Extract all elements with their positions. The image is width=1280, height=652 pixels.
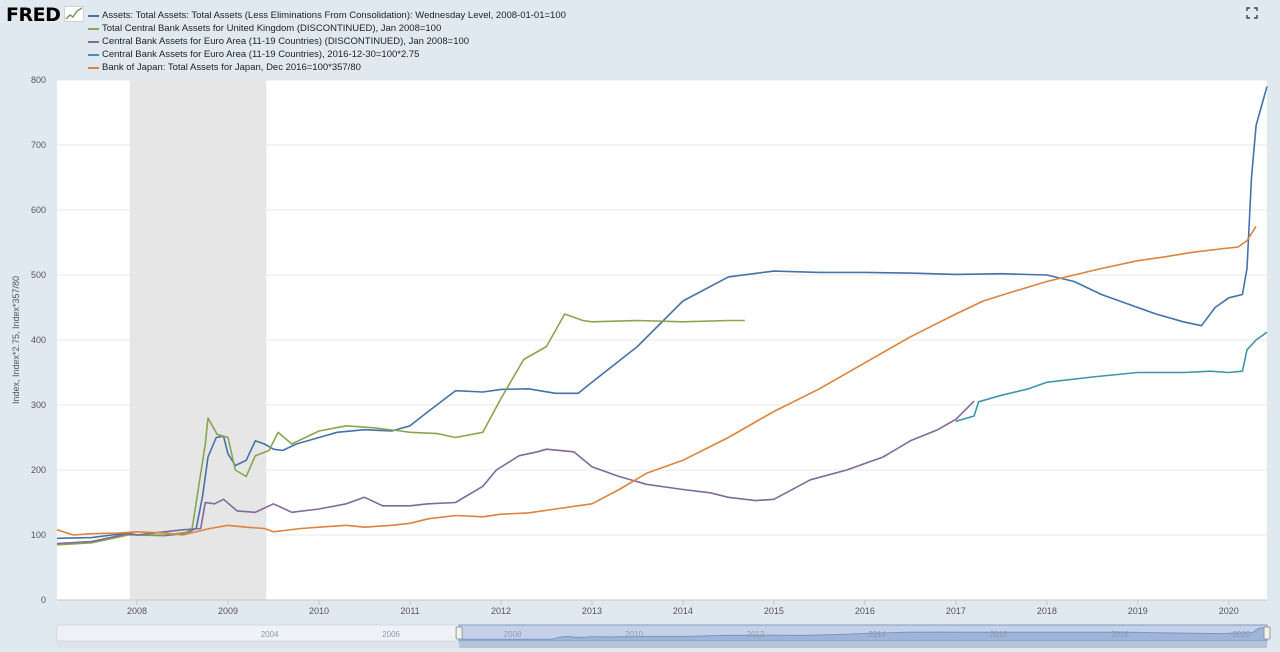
- x-tick-label: 2013: [582, 606, 602, 616]
- y-tick-label: 0: [41, 595, 46, 605]
- series-line: [56, 400, 975, 545]
- x-tick-label: 2017: [946, 606, 966, 616]
- legend-label: Assets: Total Assets: Total Assets (Less…: [102, 10, 566, 21]
- series-line: [955, 331, 1268, 423]
- navigator-handle: [455, 626, 463, 640]
- navigator-handle: [1263, 626, 1271, 640]
- fred-logo[interactable]: FRED: [6, 4, 61, 26]
- y-tick-label: 800: [31, 75, 46, 85]
- navigator-tick-label: 2004: [261, 630, 279, 639]
- legend-swatch: [88, 53, 99, 56]
- navigator-track: [56, 624, 1268, 642]
- legend-swatch: [88, 14, 99, 17]
- legend-label: Bank of Japan: Total Assets for Japan, D…: [102, 62, 361, 73]
- x-tick-label: 2008: [127, 606, 147, 616]
- navigator-tick-label: 2008: [504, 630, 522, 639]
- legend-item[interactable]: Total Central Bank Assets for United Kin…: [88, 22, 566, 35]
- legend-label: Central Bank Assets for Euro Area (11-19…: [102, 36, 470, 47]
- y-tick-label: 300: [31, 400, 46, 410]
- fred-logo-graph-icon: [64, 6, 84, 22]
- legend-item[interactable]: Central Bank Assets for Euro Area (11-19…: [88, 35, 566, 48]
- line-chart: 0 100 200 300 400 500 600 700 800 Index, Index*2.…: [11, 75, 1268, 616]
- y-axis-label: Index, Index*2.75, Index*357/80: [11, 276, 21, 404]
- x-tick-label: 2019: [1128, 606, 1148, 616]
- navigator-series: [458, 626, 1268, 642]
- legend-label: Total Central Bank Assets for United Kin…: [102, 23, 442, 34]
- legend-label: Central Bank Assets for Euro Area (11-19…: [102, 49, 420, 60]
- navigator-tick-label: 2010: [625, 630, 643, 639]
- legend-item[interactable]: Central Bank Assets for Euro Area (11-19…: [88, 48, 566, 61]
- legend-item[interactable]: Assets: Total Assets: Total Assets (Less…: [88, 9, 566, 22]
- x-tick-label: 2020: [1219, 606, 1239, 616]
- navigator-tick-label: 2012: [747, 630, 765, 639]
- y-tick-label: 700: [31, 140, 46, 150]
- chart-header: FRED Assets: Total Assets: Total Assets …: [0, 0, 1280, 73]
- navigator-tick-label: 2016: [990, 630, 1008, 639]
- y-tick-label: 400: [31, 335, 46, 345]
- x-tick-label: 2012: [491, 606, 511, 616]
- navigator-scrollbar-thumb: [459, 642, 1267, 648]
- x-tick-label: 2011: [400, 606, 419, 616]
- x-tick-label: 2009: [218, 606, 238, 616]
- navigator-scrollbar: [57, 642, 1267, 648]
- navigator-tick-label: 2014: [868, 630, 886, 639]
- x-tick-label: 2010: [309, 606, 329, 616]
- legend-swatch: [88, 27, 99, 30]
- navigator-tick-label: 2020: [1233, 630, 1251, 639]
- series-line: [56, 313, 745, 546]
- series-line: [56, 86, 1268, 540]
- y-tick-label: 500: [31, 270, 46, 280]
- legend-swatch: [88, 66, 99, 69]
- navigator-tick-label: 2018: [1111, 630, 1129, 639]
- chart-legend: Assets: Total Assets: Total Assets (Less…: [88, 9, 566, 74]
- legend-swatch: [88, 40, 99, 43]
- x-tick-label: 2015: [764, 606, 784, 616]
- legend-item[interactable]: Bank of Japan: Total Assets for Japan, D…: [88, 61, 566, 74]
- x-tick-label: 2014: [673, 606, 693, 616]
- x-tick-label: 2018: [1037, 606, 1057, 616]
- fullscreen-icon[interactable]: [1246, 7, 1258, 19]
- x-tick-label: 2016: [855, 606, 875, 616]
- series-line: [56, 225, 1257, 536]
- y-tick-label: 200: [31, 465, 46, 475]
- navigator-selection: [458, 624, 1268, 642]
- y-tick-label: 600: [31, 205, 46, 215]
- y-tick-label: 100: [31, 530, 46, 540]
- navigator-tick-label: 2006: [382, 630, 400, 639]
